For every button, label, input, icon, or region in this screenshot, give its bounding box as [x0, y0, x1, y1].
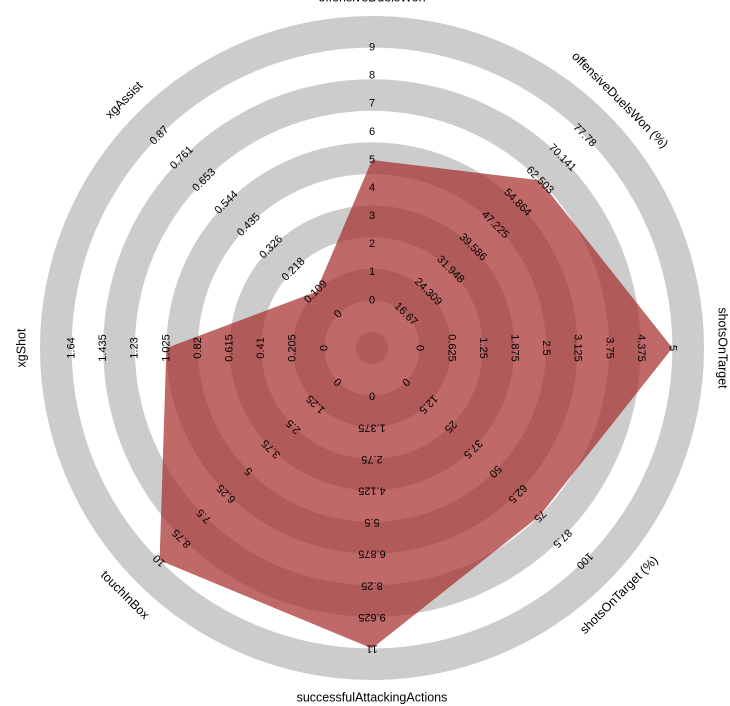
tick-label: 8 [369, 70, 375, 82]
tick-label: 6.875 [358, 548, 386, 560]
axis-ticks-2: 0 0.625 1.25 1.875 2.5 3.125 3.75 4.375 5 [414, 334, 679, 362]
tick-label: 5 [666, 345, 678, 351]
tick-label: 0.615 [224, 334, 236, 362]
tick-label: 5 [369, 154, 375, 166]
tick-label: 0.205 [287, 334, 299, 362]
axis-label-shotsontarget: shotsOnTarget [716, 307, 730, 389]
tick-label: 9.625 [358, 611, 386, 623]
tick-label: 4.375 [635, 334, 647, 362]
tick-label: 11 [366, 642, 377, 654]
tick-label: 8.25 [361, 579, 382, 591]
tick-label: 0.625 [445, 334, 457, 362]
axis-ticks-6: 0 0.205 0.41 0.615 0.82 1.025 1.23 1.435 1.64 [66, 334, 331, 362]
tick-label: 0 [414, 345, 426, 351]
axis-label-successfulattackingactions: successfulAttackingActions [297, 690, 448, 704]
tick-label: 1 [369, 266, 375, 278]
tick-label: 0.82 [192, 337, 204, 358]
tick-label: 2.5 [540, 340, 552, 355]
tick-label: 7 [369, 98, 375, 110]
tick-label: 5.5 [364, 516, 379, 528]
axis-label-xgshot: xgShot [14, 328, 28, 367]
tick-label: 0 [369, 390, 375, 402]
tick-label: 4 [369, 182, 375, 194]
tick-label: 1.435 [97, 334, 109, 362]
tick-label: 1.875 [508, 334, 520, 362]
axis-ticks-0: 0 1 2 3 4 5 6 7 8 9 [369, 42, 375, 307]
tick-label: 2.75 [361, 453, 382, 465]
axis-label-offensiveduelswon: offensiveDuelsWon [318, 0, 425, 4]
tick-label: 1.23 [129, 337, 141, 358]
tick-label: 1.64 [66, 337, 78, 358]
tick-label: 0.41 [255, 337, 267, 358]
tick-label: 0 [369, 294, 375, 306]
tick-label: 3.75 [603, 337, 615, 358]
data-polygon [159, 160, 673, 649]
tick-label: 1.375 [358, 421, 386, 433]
axis-ticks-4: 0 1.375 2.75 4.125 5.5 6.875 8.25 9.625 11 [358, 390, 386, 655]
tick-label: 2 [369, 238, 375, 250]
tick-label: 0 [318, 345, 330, 351]
tick-label: 1.25 [477, 337, 489, 358]
tick-label: 4.125 [358, 484, 386, 496]
tick-label: 1.025 [160, 334, 172, 362]
tick-label: 9 [369, 42, 375, 54]
tick-label: 3.125 [572, 334, 584, 362]
tick-label: 6 [369, 126, 375, 138]
tick-label: 3 [369, 210, 375, 222]
